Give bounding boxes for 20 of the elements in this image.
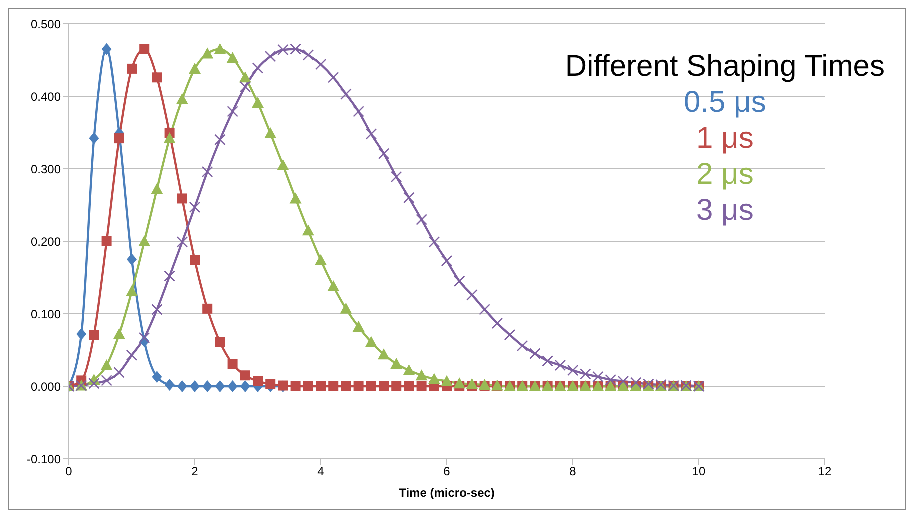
y-tick-label: 0.200	[30, 234, 62, 249]
x-tick-label: 10	[692, 464, 706, 479]
x-axis-title: Time (micro-sec)	[399, 486, 495, 500]
y-tick-label: 0.100	[30, 307, 62, 322]
y-tick-label: 0.500	[30, 17, 62, 32]
legend-title: Different Shaping Times	[565, 49, 885, 85]
text: 0.5 μs	[683, 85, 768, 121]
text: 2 μs	[696, 157, 755, 193]
y-tick-label: 0.000	[30, 380, 62, 394]
y-tick-label: 0.400	[30, 90, 62, 104]
x-tick-label: 6	[444, 464, 451, 479]
x-tick-label: 2	[192, 464, 199, 479]
y-tick-label: -0.100	[26, 452, 62, 466]
y-tick-label: 0.300	[30, 162, 62, 176]
x-tick-label: 12	[818, 464, 832, 479]
text: 1 μs	[696, 121, 755, 157]
x-tick-label: 8	[570, 464, 577, 479]
x-tick-label: 4	[318, 464, 325, 479]
x-tick-label: 0	[66, 464, 73, 479]
text: 3 μs	[696, 193, 755, 229]
